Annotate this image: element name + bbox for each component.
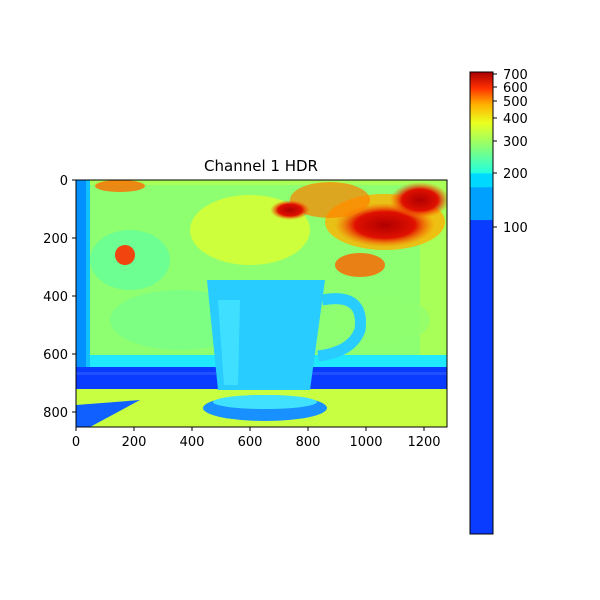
colorbar-tick-label: 100 (503, 221, 528, 236)
y-tick-label: 600 (43, 348, 68, 363)
image-y-axis: 0 200 400 600 800 (43, 174, 76, 421)
colorbar-tick-label: 400 (503, 112, 528, 127)
x-tick-label: 600 (238, 435, 263, 450)
x-tick-label: 400 (180, 435, 205, 450)
colorbar (469, 71, 494, 535)
y-tick-label: 400 (43, 290, 68, 305)
x-tick-label: 200 (122, 435, 147, 450)
colorbar-tick-label: 200 (503, 167, 528, 182)
x-tick-label: 1000 (349, 435, 382, 450)
colorbar-tick-label: 300 (503, 135, 528, 150)
y-tick-label: 800 (43, 406, 68, 421)
image-axes-frame (75, 179, 448, 428)
colorbar-tick-label: 600 (503, 81, 528, 96)
x-tick-label: 0 (72, 435, 80, 450)
image-title: Channel 1 HDR (204, 157, 318, 175)
y-tick-label: 200 (43, 232, 68, 247)
x-tick-label: 800 (296, 435, 321, 450)
colorbar-ticks: 700 600 500 400 300 200 100 (493, 68, 528, 236)
image-x-axis: 0 200 400 600 800 1000 1200 (72, 427, 441, 450)
colorbar-tick-label: 500 (503, 95, 528, 110)
x-tick-label: 1200 (407, 435, 440, 450)
colorbar-tick-label: 700 (503, 68, 528, 83)
y-tick-label: 0 (60, 174, 68, 189)
hdr-heatmap-image (76, 180, 447, 427)
